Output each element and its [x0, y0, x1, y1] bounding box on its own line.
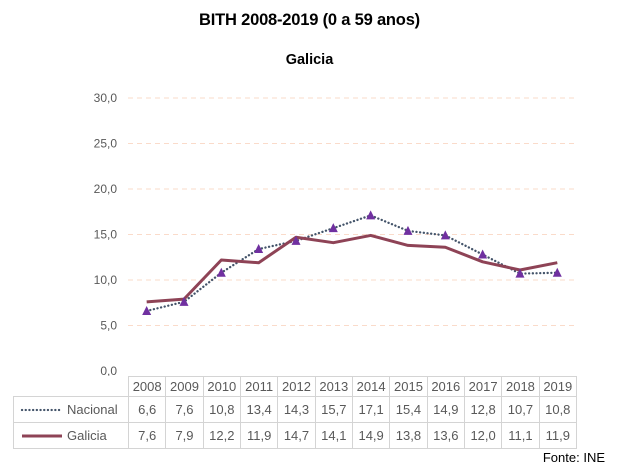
galicia-legend-key-icon — [22, 434, 62, 437]
galicia-value-cell: 14,7 — [277, 422, 316, 449]
nacional-marker — [216, 267, 226, 277]
year-header-cell: 2015 — [389, 376, 428, 397]
nacional-legend-label: Nacional — [67, 402, 118, 417]
year-header-cell: 2019 — [538, 376, 577, 397]
year-header-cell: 2016 — [426, 376, 465, 397]
nacional-value-cell: 15,7 — [314, 396, 353, 423]
nacional-value-cell: 10,8 — [538, 396, 577, 423]
nacional-value-cell: 6,6 — [127, 396, 167, 423]
year-header-cell: 2018 — [501, 376, 540, 397]
nacional-marker — [328, 223, 338, 233]
nacional-marker — [515, 268, 525, 278]
nacional-marker — [478, 249, 488, 259]
nacional-value-cell: 10,7 — [501, 396, 540, 423]
year-header-cell: 2009 — [165, 376, 204, 397]
year-header-cell: 2017 — [463, 376, 503, 397]
nacional-marker — [142, 305, 152, 315]
nacional-value-cell: 15,4 — [389, 396, 428, 423]
galicia-value-cell: 13,8 — [389, 422, 428, 449]
chart-title: BITH 2008-2019 (0 a 59 anos) — [199, 11, 420, 29]
galicia-value-cell: 11,9 — [239, 422, 279, 449]
galicia-value-cell: 11,9 — [538, 422, 577, 449]
nacional-marker — [179, 296, 189, 306]
galicia-value-cell: 7,6 — [127, 422, 167, 449]
chart-subtitle: Galicia — [285, 52, 334, 68]
year-header-row: 2008 2009 2010 2011 2012 2013 2014 2015 2016 2017… — [14, 376, 577, 397]
galicia-value-cell: 11,1 — [501, 422, 540, 449]
nacional-legend-key-icon — [20, 408, 64, 411]
nacional-value-cell: 7,6 — [165, 396, 204, 423]
nacional-line — [145, 214, 559, 313]
year-header-cell: 2012 — [277, 376, 316, 397]
year-header-cell: 2011 — [239, 376, 279, 397]
table-corner-cell — [14, 377, 129, 397]
galicia-value-cell: 14,1 — [314, 422, 353, 449]
y-axis-tick-label: 10,0 — [94, 273, 118, 287]
y-axis-tick-label: 0,0 — [100, 364, 117, 378]
nacional-value-cell: 12,8 — [463, 396, 503, 423]
nacional-marker — [254, 244, 264, 254]
nacional-marker — [403, 225, 413, 235]
nacional-value-cell: 13,4 — [239, 396, 279, 423]
nacional-value-cell: 10,8 — [202, 396, 241, 423]
nacional-marker — [552, 267, 562, 277]
nacional-value-cell: 14,9 — [426, 396, 465, 423]
year-header-cell: 2013 — [314, 376, 353, 397]
year-header-cell: 2014 — [351, 376, 391, 397]
data-table: 2008 2009 2010 2011 2012 2013 2014 2015 2016 2017… — [13, 376, 577, 449]
nacional-value-cell: 14,3 — [277, 396, 316, 423]
year-header-cell: 2010 — [202, 376, 241, 397]
galicia-value-cell: 7,9 — [165, 422, 204, 449]
galicia-legend-label: Galicia — [67, 428, 107, 443]
nacional-marker — [440, 230, 450, 240]
galicia-value-cell: 12,0 — [463, 422, 503, 449]
galicia-legend-cell: Galicia — [13, 422, 129, 449]
galicia-value-cell: 13,6 — [426, 422, 465, 449]
nacional-legend-cell: Nacional — [13, 396, 129, 423]
y-axis-tick-label: 5,0 — [100, 319, 117, 333]
y-axis-tick-label: 30,0 — [94, 91, 118, 105]
y-axis-tick-label: 25,0 — [94, 137, 118, 151]
nacional-marker — [366, 210, 376, 220]
y-axis-tick-label: 15,0 — [94, 228, 118, 242]
year-header-cell: 2008 — [127, 376, 167, 397]
galicia-line — [146, 233, 558, 304]
galicia-value-cell: 12,2 — [202, 422, 241, 449]
source-note: Fonte: INE — [542, 450, 605, 465]
nacional-value-cell: 17,1 — [351, 396, 391, 423]
galicia-value-cell: 14,9 — [351, 422, 391, 449]
nacional-marker — [291, 235, 301, 245]
y-axis-tick-label: 20,0 — [94, 182, 118, 196]
nacional-row: Nacional 6,6 7,6 10,8 13,4 14,3 15,7 17,1 15,4 14… — [13, 396, 577, 423]
galicia-row: Galicia 7,6 7,9 12,2 11,9 14,7 14,1 14,9 13,8 13,… — [13, 422, 577, 449]
